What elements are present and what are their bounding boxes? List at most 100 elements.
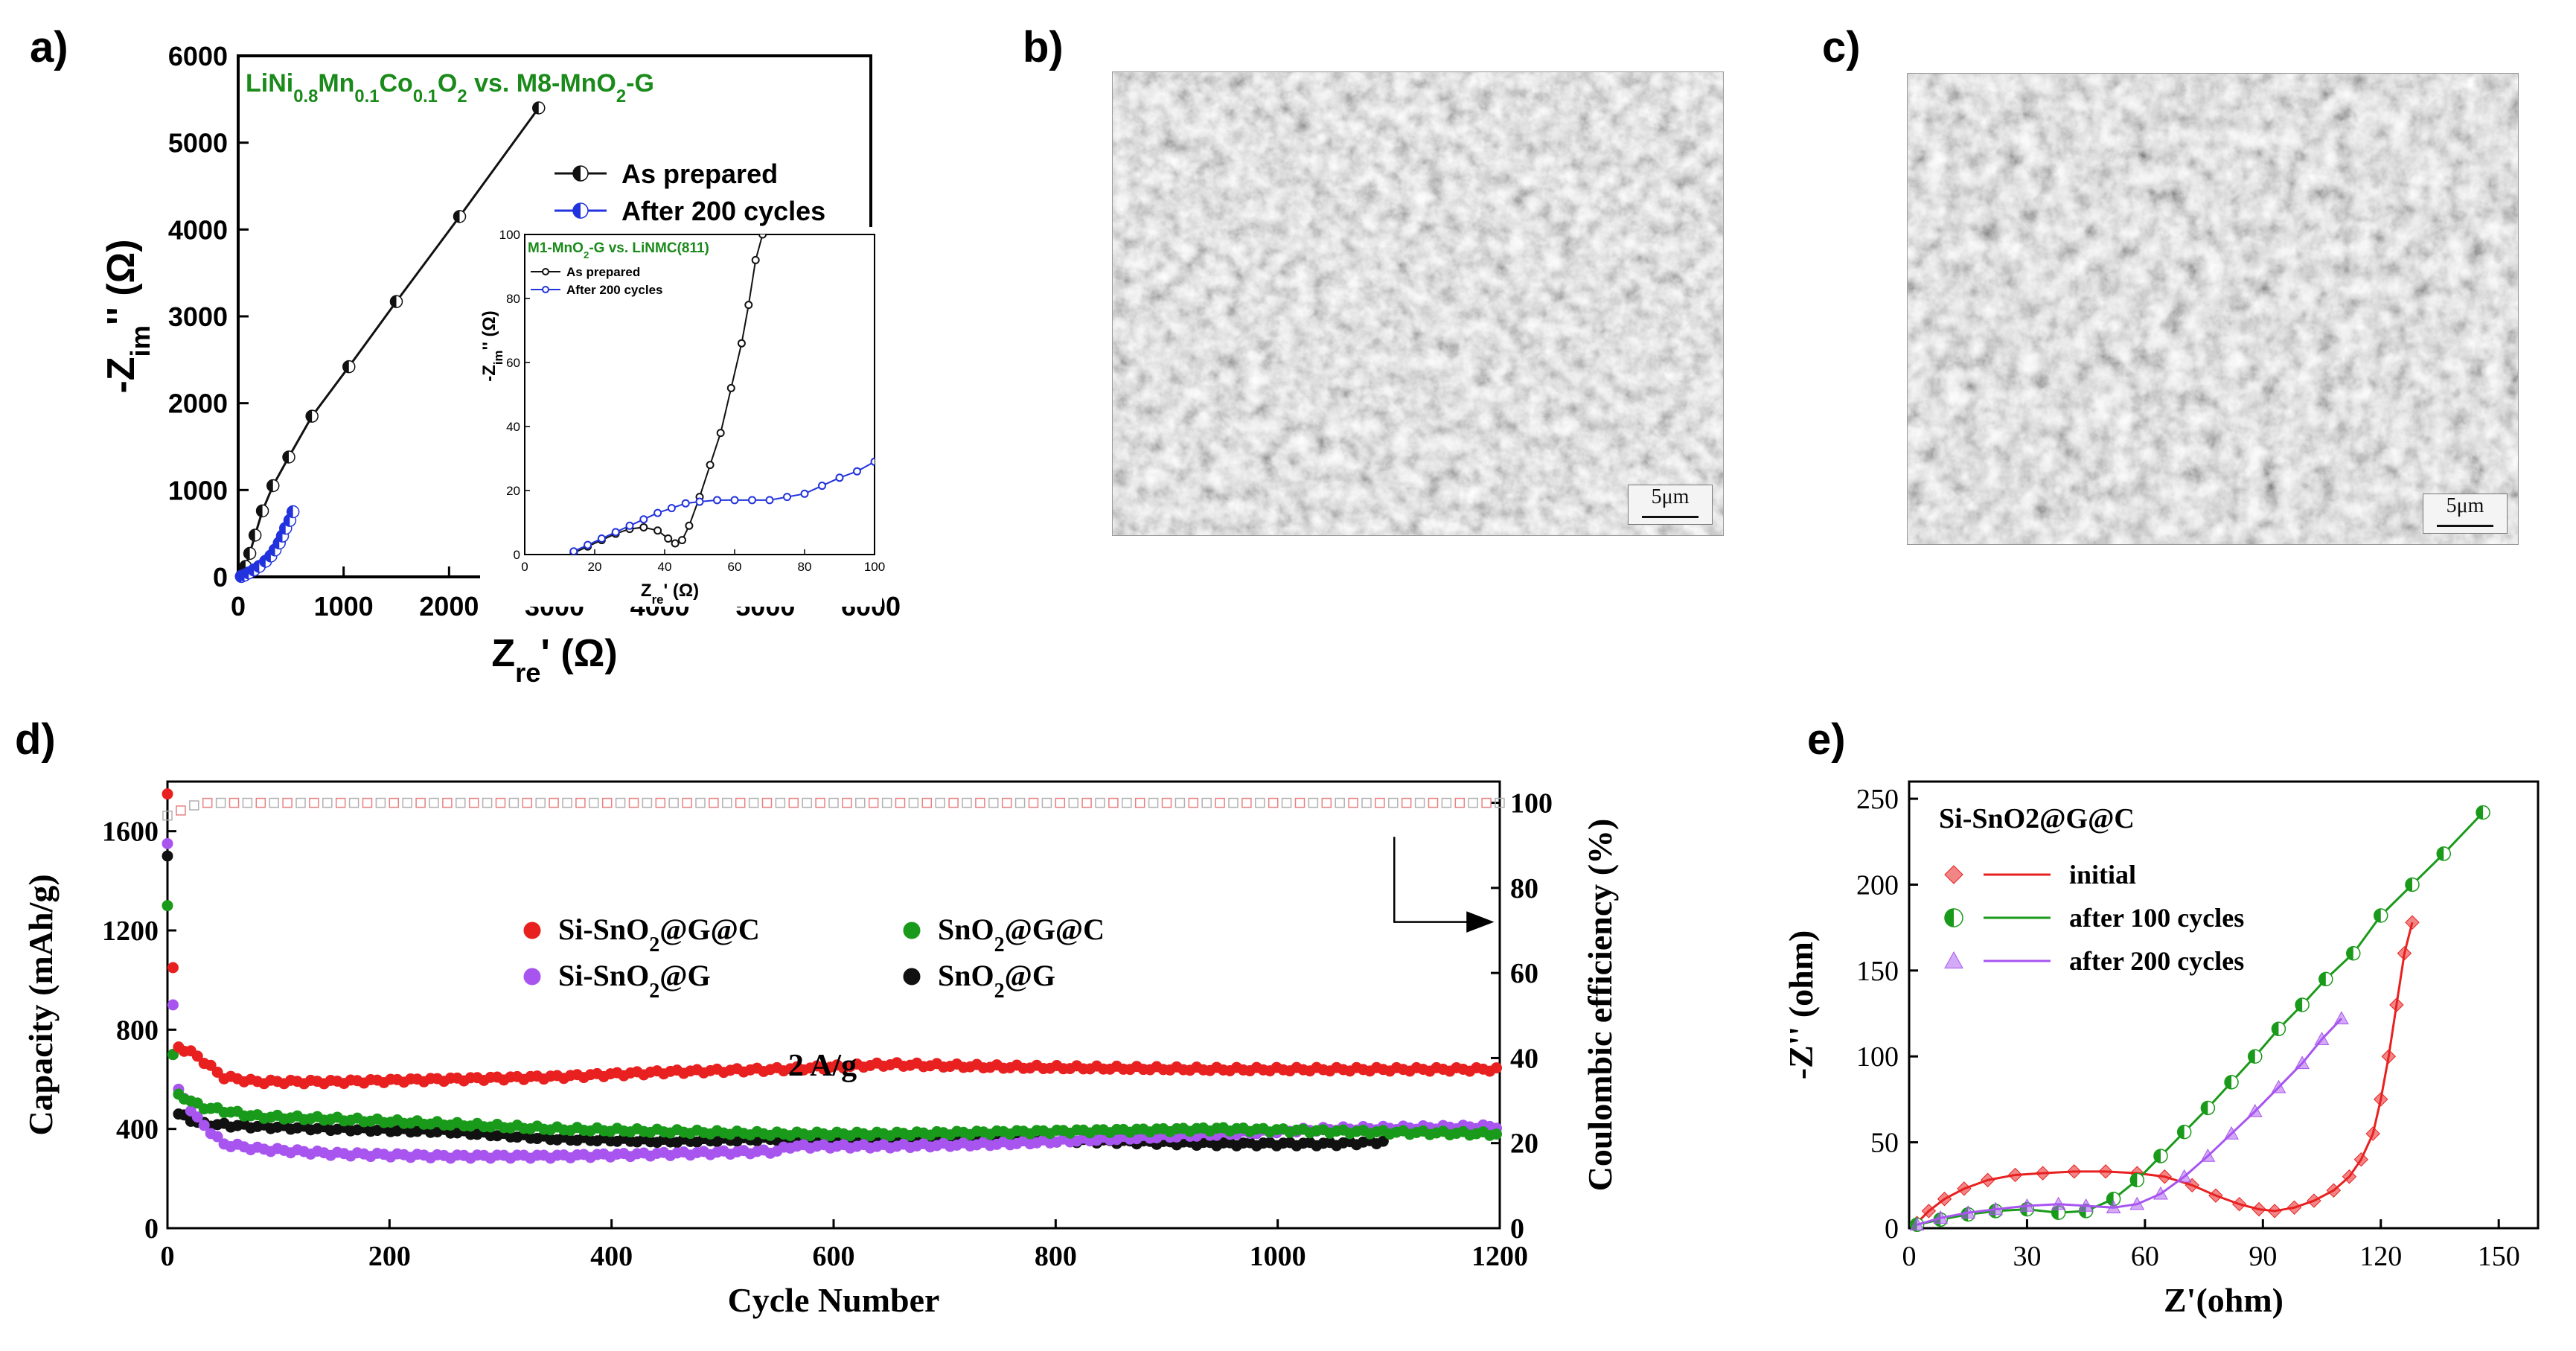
ce-point: [549, 797, 559, 808]
inset-data-point: [584, 540, 592, 549]
x-axis-label-d: Cycle Number: [728, 1281, 940, 1319]
data-point-e: [2231, 1196, 2247, 1212]
data-point-e: [2157, 1169, 2172, 1184]
ce-point: [1441, 797, 1452, 808]
ce-point: [828, 797, 839, 808]
data-point-e: [1933, 1210, 1949, 1224]
inset-y-tick-label: 80: [506, 292, 520, 306]
inset-data-point: [653, 508, 662, 517]
ce-point: [1108, 797, 1119, 808]
ce-point: [162, 810, 173, 821]
data-point-a-fill: [243, 566, 249, 579]
panel-c-sem-image: 5μm: [1907, 73, 2519, 545]
legend-label-e: initial: [2069, 860, 2136, 890]
inset-x-label: Zre' (Ω): [641, 581, 699, 607]
data-point-e: [2098, 1164, 2113, 1179]
panel-d-letter: d): [15, 715, 56, 764]
y2-tick-label-d: 0: [1510, 1213, 1524, 1245]
inset-data-point: [835, 473, 844, 482]
data-point-e-fill: [2346, 946, 2353, 960]
data-point-a-fill: [306, 410, 313, 423]
ce-point: [881, 797, 892, 808]
panel-a-chart: 0100020003000400050006000010002000300040…: [100, 41, 901, 688]
data-point-e-fill: [2437, 846, 2444, 860]
data-point-e-fill: [2154, 1149, 2161, 1163]
ce-point: [228, 797, 240, 808]
ce-point: [215, 797, 226, 808]
inset-data-point: [748, 496, 756, 505]
arrow-line-d: [1393, 837, 1472, 923]
ce-point: [1294, 797, 1305, 808]
inset-x-tick-label: 0: [521, 560, 528, 574]
ce-point: [1148, 797, 1159, 808]
legend-marker-a-fill: [573, 203, 581, 218]
ce-point: [855, 797, 866, 808]
ce-point: [282, 797, 293, 808]
data-point-e: [2314, 1032, 2330, 1045]
annotation-d: 2 A/g: [788, 1049, 857, 1083]
ce-point: [935, 797, 945, 808]
y-tick-label-d: 800: [116, 1015, 159, 1046]
ce-point: [176, 805, 186, 816]
data-point-d: [162, 850, 173, 862]
series-e-1: [1909, 805, 2490, 1233]
data-point-e: [1960, 1205, 1976, 1219]
inset-data-point: [716, 429, 725, 438]
data-point-e: [1957, 1181, 1972, 1196]
x-tick-label-d: 600: [813, 1241, 855, 1272]
y-tick-label-d: 1600: [102, 817, 159, 848]
data-point-e-fill: [2177, 1125, 2185, 1139]
ce-point: [1361, 797, 1372, 808]
ce-point: [642, 797, 653, 808]
data-point-e: [2019, 1198, 2035, 1212]
ce-point: [1388, 797, 1399, 808]
panel-b-letter: b): [1023, 23, 1064, 71]
inset-legend-marker: [542, 286, 549, 293]
inset-data-point: [726, 383, 735, 392]
ce-point: [802, 797, 812, 808]
ce-point: [348, 797, 359, 808]
ce-point: [335, 797, 346, 808]
legend-label-d: Si-SnO2@G: [558, 959, 711, 1003]
panel-c-letter: c): [1822, 23, 1861, 71]
inset-data-point: [758, 234, 767, 239]
data-point-e: [2208, 1188, 2223, 1203]
data-point-e: [2389, 997, 2404, 1012]
legend-marker-a-fill: [573, 166, 581, 181]
x-tick-label-e: 90: [2249, 1241, 2277, 1272]
ce-point: [1255, 797, 1265, 808]
data-point-e-fill: [2295, 998, 2303, 1012]
data-point-a-fill: [249, 529, 255, 541]
data-point-d: [162, 900, 173, 912]
ce-point: [1375, 797, 1385, 808]
data-point-e: [2374, 1092, 2388, 1107]
y2-tick-label-d: 20: [1510, 1128, 1538, 1160]
ce-point: [189, 800, 199, 811]
legend-label-a: After 200 cycles: [621, 196, 825, 226]
inset-data-point: [678, 536, 686, 545]
data-point-a-fill: [453, 210, 460, 223]
inset-data-point: [569, 547, 578, 555]
ce-point: [975, 797, 985, 808]
data-point-e-fill: [2248, 1050, 2255, 1064]
ce-point: [815, 797, 825, 808]
inset-y-label: -Zim'' (Ω): [479, 310, 505, 382]
data-point-e-fill: [2374, 909, 2381, 922]
data-point-a-fill: [253, 560, 260, 572]
panel-a-letter: a): [30, 23, 68, 71]
x-tick-label-e: 30: [2013, 1241, 2041, 1272]
y-tick-label-e: 100: [1856, 1041, 1899, 1073]
ce-point: [868, 797, 879, 808]
x-tick-label-e: 150: [2478, 1241, 2520, 1272]
legend-marker-d: [523, 922, 541, 939]
ce-point: [1348, 797, 1358, 808]
data-point-e: [2334, 1011, 2349, 1025]
data-point-a-fill: [342, 360, 349, 373]
ce-point: [575, 797, 586, 808]
data-point-e: [2067, 1164, 2082, 1179]
data-point-a-fill: [287, 505, 293, 518]
data-point-e: [2224, 1126, 2239, 1140]
y-tick-label-e: 250: [1856, 784, 1899, 815]
inset-data-point: [685, 521, 694, 530]
legend-marker-e-fill: [1945, 909, 1954, 927]
